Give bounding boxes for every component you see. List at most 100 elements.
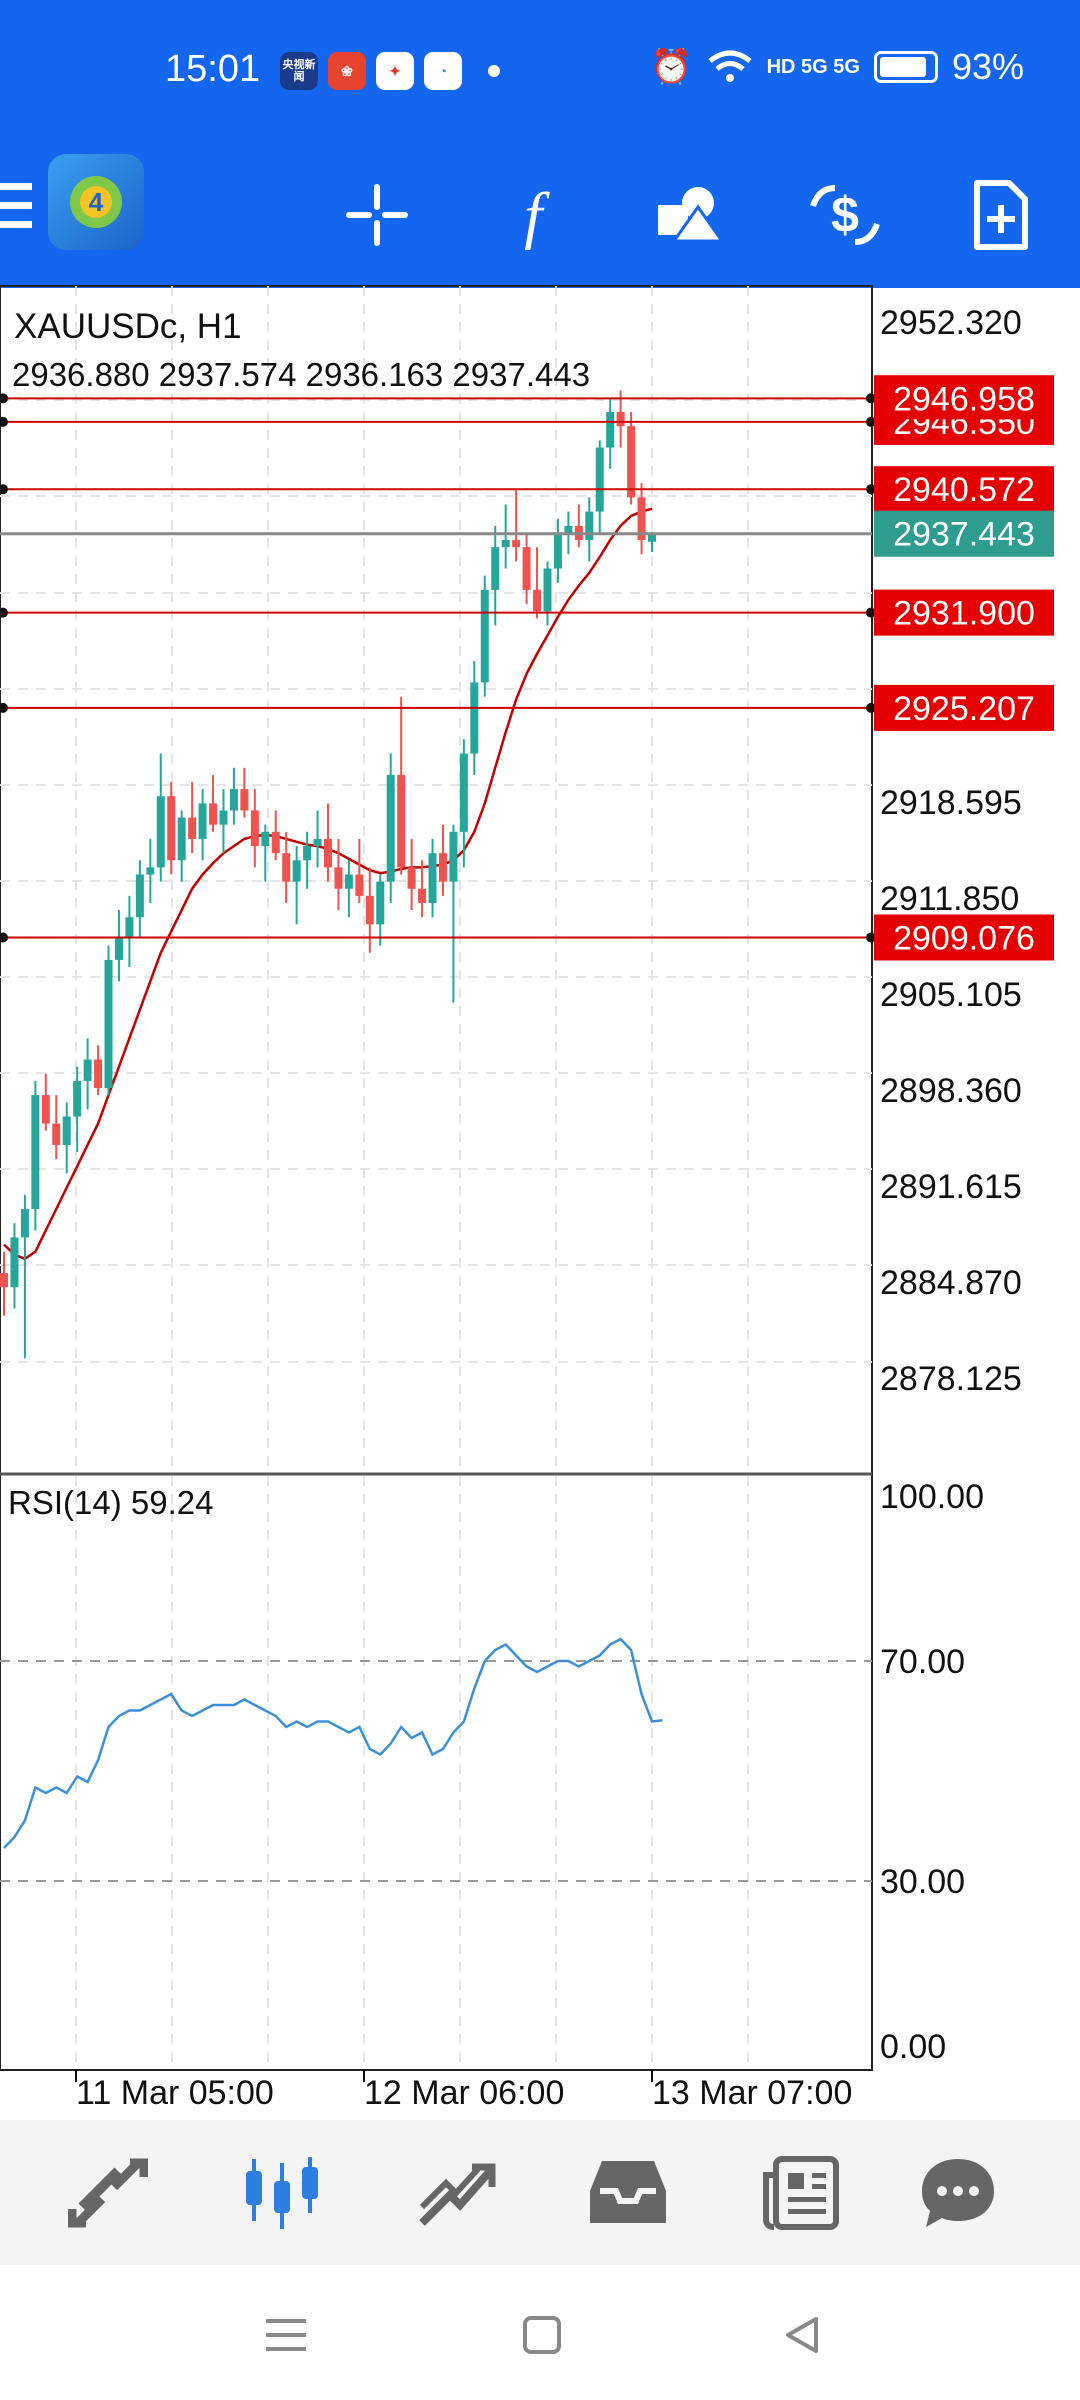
candle-body [553, 532, 562, 569]
quotes-icon[interactable] [58, 2148, 158, 2238]
candle-body [188, 817, 197, 839]
candle-body [0, 1273, 8, 1288]
candle-body [313, 838, 322, 847]
level-price-tag [874, 684, 1054, 731]
time-tick-label: 12 Mar 06:00 [364, 2074, 564, 2112]
chart-symbol-label: XAUUSDc, H1 [14, 307, 242, 346]
candle-body [533, 589, 542, 612]
time-axis: 11 Mar 05:00 12 Mar 06:00 13 Mar 07:00 [75, 2070, 852, 2112]
history-icon[interactable] [578, 2148, 678, 2238]
candle-body [595, 447, 604, 512]
rsi-line [3, 1637, 663, 1849]
level-price-tag [874, 375, 1054, 420]
menu-icon[interactable] [0, 183, 32, 241]
objects-icon[interactable] [644, 170, 734, 260]
candle-body [20, 1208, 29, 1238]
rsi-indicator [0, 1637, 872, 1882]
candle-body [585, 511, 594, 541]
price-tick-label: 2918.595 [880, 784, 1022, 822]
app-red-icon: ❀ [328, 52, 366, 90]
level-price-label: 2925.207 [893, 690, 1035, 728]
price-tick-label: 2898.360 [880, 1072, 1022, 1110]
news-icon[interactable] [750, 2148, 850, 2238]
chart-icon[interactable] [232, 2148, 332, 2238]
trade-chart-icon[interactable] [406, 2148, 506, 2238]
candle-body [209, 803, 218, 825]
candle-body [606, 411, 615, 448]
level-price-label: 2931.900 [893, 595, 1035, 633]
price-chart[interactable]: XAUUSDc, H1 2936.880 2937.574 2936.163 2… [0, 0, 1080, 2120]
price-tick-label: 2911.850 [880, 880, 1019, 918]
wifi-icon [708, 50, 752, 82]
new-order-icon[interactable] [956, 170, 1046, 260]
notification-dot-icon [488, 65, 500, 77]
app-orange-icon: ✦ [376, 52, 414, 90]
level-handle-left [0, 702, 8, 713]
candle-body [470, 682, 479, 754]
candle-body [177, 817, 186, 861]
candle-body [250, 810, 259, 847]
crosshair-icon[interactable] [332, 170, 422, 260]
candle-body [292, 860, 301, 882]
rsi-tick-label: 0.00 [880, 2028, 946, 2066]
level-handle-right [866, 932, 876, 943]
metatrader-logo[interactable]: 4 [48, 154, 144, 250]
battery-level: 93% [951, 46, 1024, 87]
level-handle-right [866, 393, 876, 404]
candle-body [135, 874, 144, 918]
candle-body [303, 846, 312, 861]
candle-body [240, 789, 249, 811]
candle-body [198, 803, 207, 839]
candle-body [365, 895, 374, 925]
level-price-tag [874, 466, 1054, 513]
status-bar: 15:01 央视新闻 ❀ ✦ ◔ ⏰ HD 5G 5G 93% [0, 0, 1080, 140]
candle-body [10, 1237, 19, 1288]
candle-body [83, 1059, 92, 1081]
candle-body [261, 831, 270, 847]
candle-body [648, 533, 656, 542]
back-icon[interactable] [772, 2305, 832, 2365]
candle-body [543, 568, 552, 612]
chat-icon[interactable] [908, 2148, 1008, 2238]
candle-body [104, 959, 113, 1089]
candle-body [73, 1080, 82, 1117]
candle-body [616, 411, 625, 427]
candle-body [637, 497, 646, 541]
home-icon[interactable] [512, 2305, 572, 2365]
candle-body [480, 589, 489, 683]
moving-average-path [3, 507, 653, 1261]
rsi-tick-label: 100.00 [880, 1478, 984, 1516]
alarm-icon: ⏰ [650, 48, 693, 86]
candle-body [386, 774, 395, 882]
system-navigation-bar [0, 2265, 1080, 2400]
candle-body [428, 853, 437, 903]
candle-body [397, 774, 406, 868]
level-handle-left [0, 932, 8, 943]
price-tick-label: 2905.105 [880, 976, 1022, 1014]
cctv-news-icon: 央视新闻 [280, 52, 318, 90]
price-tick-label: 2891.615 [880, 1168, 1022, 1206]
trade-icon[interactable]: $ [800, 170, 890, 260]
candle-body [522, 547, 531, 590]
candle-body [438, 853, 447, 882]
recent-apps-icon[interactable] [256, 2305, 316, 2365]
candle-body [459, 753, 468, 832]
app-blue-icon: ◔ [424, 52, 462, 90]
indicators-icon[interactable]: f [488, 170, 578, 260]
level-handle-right [866, 484, 876, 495]
chart-ohlc-label: 2936.880 2937.574 2936.163 2937.443 [12, 356, 590, 393]
candle-body [344, 874, 353, 889]
time-tick-label: 11 Mar 05:00 [76, 2074, 274, 2112]
time-tick-label: 13 Mar 07:00 [652, 2074, 852, 2112]
candle-body [146, 867, 155, 875]
candle-body [334, 867, 343, 889]
price-tick-label: 2878.125 [880, 1360, 1022, 1398]
candle-body [52, 1123, 61, 1145]
bottom-navigation [0, 2120, 1080, 2265]
current-price-tag [874, 510, 1054, 557]
status-app-icons: 央视新闻 ❀ ✦ ◔ [280, 50, 500, 92]
candle-body [407, 867, 416, 889]
candle-body [449, 831, 458, 882]
level-handle-right [866, 607, 876, 618]
rsi-tick-label: 70.00 [880, 1643, 965, 1681]
